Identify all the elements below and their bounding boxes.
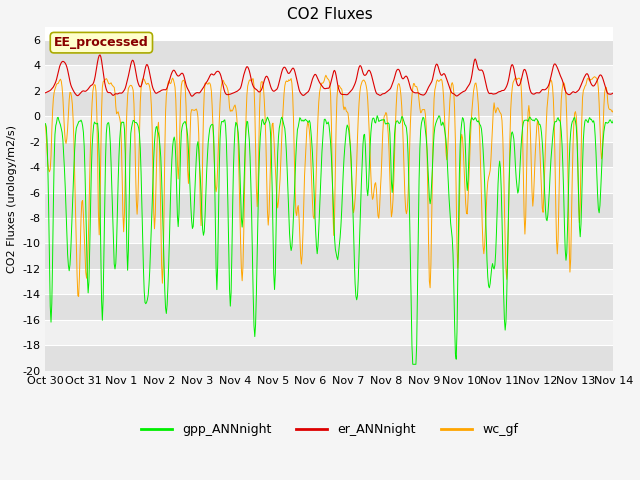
- Legend: gpp_ANNnight, er_ANNnight, wc_gf: gpp_ANNnight, er_ANNnight, wc_gf: [136, 418, 524, 441]
- Bar: [45, 320, 613, 345]
- Bar: [45, 91, 613, 116]
- Bar: [45, 116, 613, 142]
- Bar: [45, 40, 613, 65]
- Y-axis label: CO2 Fluxes (urology/m2/s): CO2 Fluxes (urology/m2/s): [7, 125, 17, 273]
- Bar: [45, 142, 613, 167]
- Bar: [45, 345, 613, 371]
- Bar: [45, 65, 613, 91]
- Bar: [45, 294, 613, 320]
- Bar: [45, 269, 613, 294]
- Bar: [45, 243, 613, 269]
- Bar: [45, 192, 613, 218]
- Bar: [45, 167, 613, 192]
- Title: CO2 Fluxes: CO2 Fluxes: [287, 7, 372, 22]
- Text: EE_processed: EE_processed: [54, 36, 148, 49]
- Bar: [45, 218, 613, 243]
